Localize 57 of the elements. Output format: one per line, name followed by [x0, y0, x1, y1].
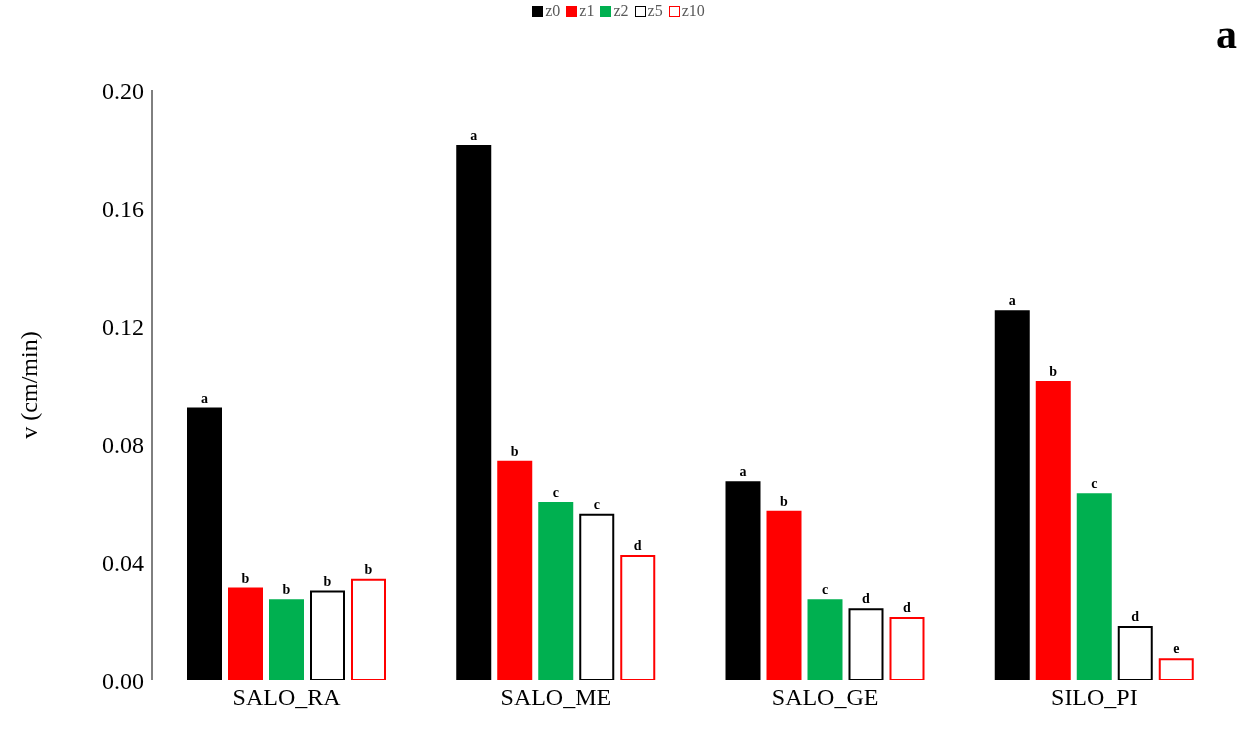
bar: [269, 599, 304, 680]
bar: [538, 502, 574, 680]
data-label: a: [739, 464, 747, 480]
bar: [1117, 625, 1153, 680]
bar: [889, 617, 925, 680]
bar: [766, 510, 802, 680]
y-tick-label: 0.12: [102, 313, 144, 340]
bar: [1035, 381, 1071, 680]
y-axis-title: v (cm/min): [15, 331, 42, 439]
bar: [1076, 493, 1112, 680]
bar: [351, 578, 386, 680]
x-tick-label: SALO_RA: [232, 684, 342, 711]
legend-label: z1: [578, 2, 595, 20]
data-label: a: [1008, 293, 1016, 309]
legend-label: z5: [646, 2, 663, 20]
x-tick-label: SALO_ME: [500, 684, 612, 711]
y-tick-label: 0.20: [102, 77, 144, 104]
data-label: c: [821, 582, 829, 598]
data-label: a: [470, 128, 478, 144]
bar: [456, 145, 492, 680]
bar: [1158, 658, 1194, 680]
data-label: c: [1091, 476, 1098, 492]
data-label: c: [593, 496, 600, 512]
data-label: b: [282, 582, 291, 598]
data-label: b: [241, 570, 250, 586]
bar: [497, 460, 533, 680]
bar: [807, 599, 843, 680]
y-tick-label: 0.00: [102, 667, 144, 694]
legend-label: z0: [544, 2, 561, 20]
y-tick-label: 0.04: [102, 549, 144, 576]
text: a: [1216, 10, 1237, 58]
data-label: b: [780, 493, 789, 509]
legend-label: z2: [612, 2, 629, 20]
data-label: a: [201, 390, 208, 406]
legend-label: z10: [680, 2, 705, 20]
y-tick-label: 0.16: [102, 195, 144, 222]
bar: [310, 590, 345, 680]
data-label: b: [364, 561, 373, 577]
bar: [620, 555, 656, 680]
data-label: d: [862, 591, 871, 607]
data-label: b: [510, 443, 519, 459]
data-label: b: [323, 573, 332, 589]
y-tick-label: 0.08: [102, 431, 144, 458]
x-tick-label: SALO_GE: [771, 684, 879, 711]
data-label: e: [1173, 641, 1180, 657]
bar: [994, 310, 1030, 680]
data-label: d: [1131, 608, 1140, 624]
data-label: d: [633, 538, 642, 554]
data-label: d: [903, 600, 912, 616]
data-label: c: [552, 485, 559, 500]
bar: [187, 407, 222, 680]
x-tick-label: SILO_PI: [1051, 684, 1138, 711]
bar: [579, 513, 615, 680]
bar: [228, 587, 263, 680]
data-label: b: [1049, 364, 1058, 380]
bar: [848, 608, 884, 680]
bar: [725, 481, 761, 680]
